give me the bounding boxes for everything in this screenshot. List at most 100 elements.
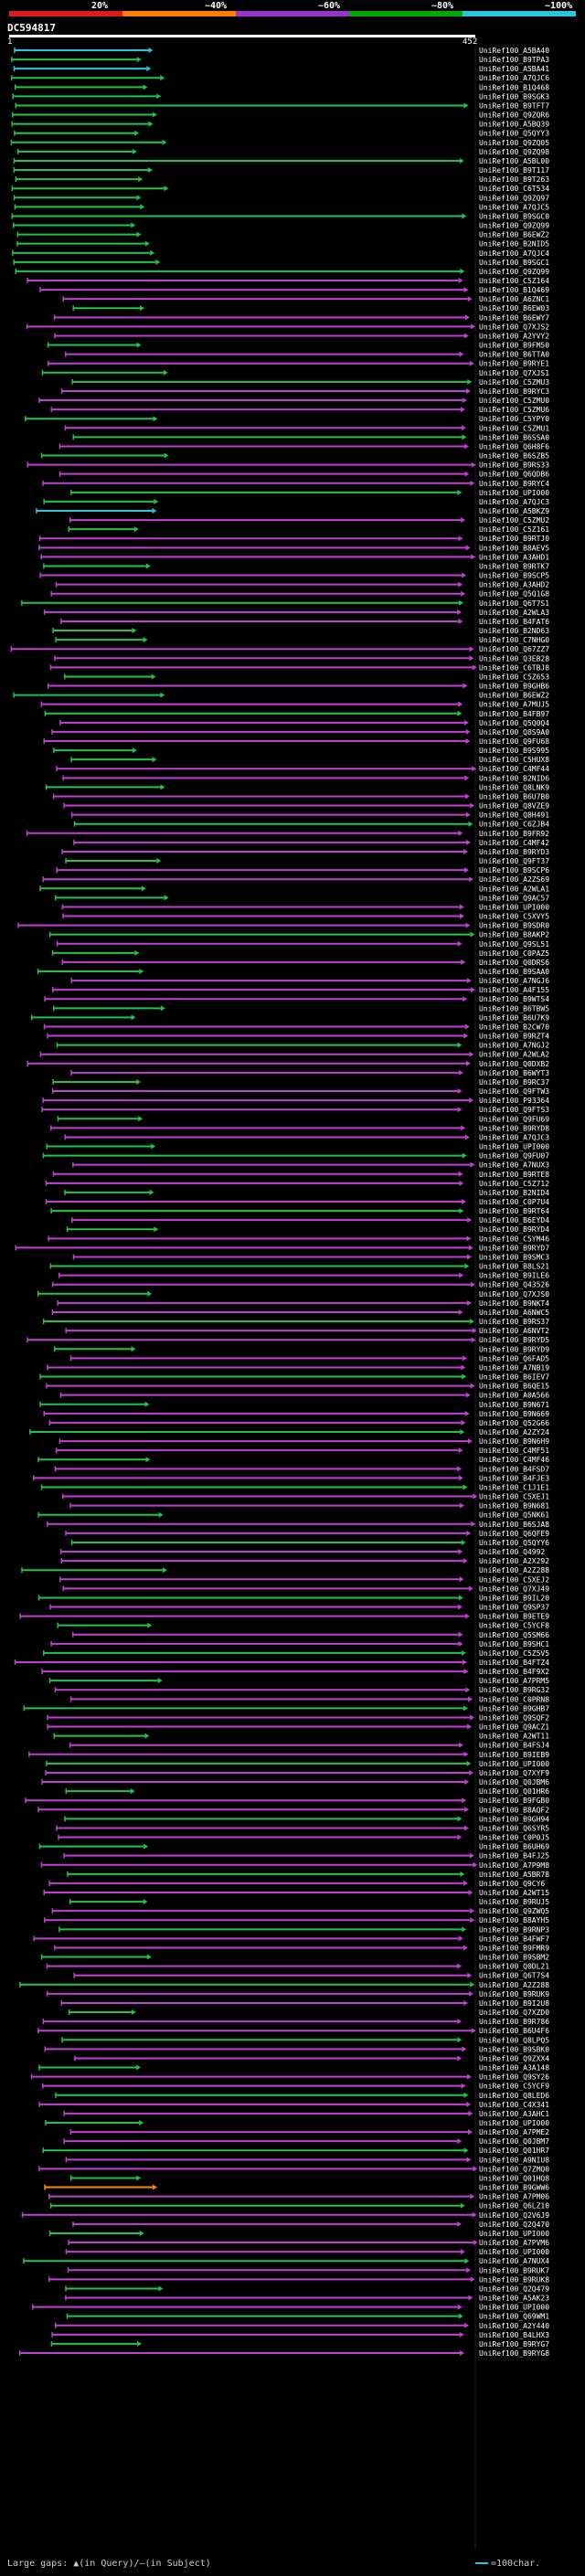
- hit-label[interactable]: UniRef100_Q4992: [479, 1548, 545, 1556]
- hit-label[interactable]: UniRef100_B4FSD7: [479, 1465, 549, 1473]
- hit-label[interactable]: UniRef100_B9S995: [479, 747, 549, 755]
- hit-label[interactable]: UniRef100_P93364: [479, 1097, 549, 1105]
- hit-label[interactable]: UniRef100_B9SCP5: [479, 572, 549, 580]
- hit-label[interactable]: UniRef100_A2WT15: [479, 1889, 549, 1897]
- hit-label[interactable]: UniRef100_B9FM50: [479, 342, 549, 350]
- hit-label[interactable]: UniRef100_C5YPY0: [479, 415, 549, 423]
- hit-label[interactable]: UniRef100_B9SDR0: [479, 922, 549, 930]
- hit-label[interactable]: UniRef100_B4LHX3: [479, 2331, 549, 2339]
- hit-label[interactable]: UniRef100_B9T117: [479, 166, 549, 175]
- hit-label[interactable]: UniRef100_B9R786: [479, 2018, 549, 2026]
- hit-label[interactable]: UniRef100_C5HUX8: [479, 756, 549, 764]
- hit-label[interactable]: UniRef100_B2NID6: [479, 774, 549, 782]
- hit-label[interactable]: UniRef100_A5AK23: [479, 2295, 549, 2303]
- hit-label[interactable]: UniRef100_Q0DRS6: [479, 959, 549, 967]
- hit-label[interactable]: UniRef100_C0PRN8: [479, 1695, 549, 1703]
- hit-label[interactable]: UniRef100_A7QJC4: [479, 249, 549, 258]
- hit-label[interactable]: UniRef100_B6WYT3: [479, 1069, 549, 1077]
- hit-label[interactable]: UniRef100_A7QJC5: [479, 203, 549, 211]
- hit-label[interactable]: UniRef100_C5XEJ2: [479, 1575, 549, 1584]
- hit-label[interactable]: UniRef100_Q9SY26: [479, 2073, 549, 2082]
- hit-label[interactable]: UniRef100_B9ILE6: [479, 1272, 549, 1280]
- hit-label[interactable]: UniRef100_Q9CY6: [479, 1880, 545, 1888]
- hit-label[interactable]: UniRef100_A3AHC1: [479, 2110, 549, 2118]
- hit-label[interactable]: UniRef100_Q6LZ10: [479, 2202, 549, 2210]
- hit-label[interactable]: UniRef100_B4FSJ4: [479, 1742, 549, 1750]
- hit-label[interactable]: UniRef100_Q9FU69: [479, 1115, 549, 1123]
- hit-label[interactable]: UniRef100_B9RYC3: [479, 387, 549, 396]
- hit-label[interactable]: UniRef100_A2Z288: [479, 1981, 549, 1989]
- hit-label[interactable]: UniRef100_A7NGJ6: [479, 977, 549, 985]
- hit-label[interactable]: UniRef100_A5BL00: [479, 157, 549, 165]
- hit-label[interactable]: UniRef100_B9WTS4: [479, 995, 549, 1003]
- hit-label[interactable]: UniRef100_A5BA41: [479, 65, 549, 73]
- hit-label[interactable]: UniRef100_C5ZMU6: [479, 406, 549, 414]
- hit-label[interactable]: UniRef100_B6TTA0: [479, 351, 549, 359]
- hit-label[interactable]: UniRef100_Q01HR7: [479, 2147, 549, 2155]
- hit-label[interactable]: UniRef100_B6SSA0: [479, 433, 549, 441]
- hit-label[interactable]: UniRef100_A0A566: [479, 1392, 549, 1400]
- hit-label[interactable]: UniRef100_Q2Q479: [479, 2284, 549, 2293]
- hit-label[interactable]: UniRef100_B9SGK3: [479, 92, 549, 101]
- hit-label[interactable]: UniRef100_B9RYD8: [479, 1124, 549, 1132]
- hit-label[interactable]: UniRef100_UPI000: [479, 2230, 549, 2238]
- hit-label[interactable]: UniRef100_C5Z161: [479, 525, 549, 534]
- hit-label[interactable]: UniRef100_C5ZMU0: [479, 397, 549, 405]
- hit-label[interactable]: UniRef100_B9TPA3: [479, 56, 549, 64]
- hit-label[interactable]: UniRef100_C5YCF9: [479, 2083, 549, 2091]
- hit-label[interactable]: UniRef100_Q9FU68: [479, 737, 549, 746]
- hit-label[interactable]: UniRef100_C5ZMU3: [479, 378, 549, 387]
- hit-label[interactable]: UniRef100_B9RUK9: [479, 1990, 549, 1998]
- hit-label[interactable]: UniRef100_B2NID5: [479, 240, 549, 249]
- hit-label[interactable]: UniRef100_A7QJC3: [479, 1133, 549, 1141]
- hit-label[interactable]: UniRef100_Q8VZE9: [479, 802, 549, 811]
- hit-label[interactable]: UniRef100_C4MF44: [479, 765, 549, 773]
- hit-label[interactable]: UniRef100_A7PVM6: [479, 2239, 549, 2247]
- hit-label[interactable]: UniRef100_C5Z653: [479, 673, 549, 681]
- hit-label[interactable]: UniRef100_C7NHG0: [479, 636, 549, 644]
- hit-label[interactable]: UniRef100_B9GHB7: [479, 1704, 549, 1712]
- hit-label[interactable]: UniRef100_B4FJE3: [479, 1474, 549, 1482]
- hit-label[interactable]: UniRef100_B6U7B0: [479, 792, 549, 800]
- hit-label[interactable]: UniRef100_B6EWZ2: [479, 692, 549, 700]
- hit-label[interactable]: UniRef100_B9SHC1: [479, 1640, 549, 1648]
- hit-label[interactable]: UniRef100_A7NB19: [479, 1363, 549, 1372]
- hit-label[interactable]: UniRef100_B9SGC0: [479, 212, 549, 220]
- hit-label[interactable]: UniRef100_Q7XJS0: [479, 1290, 549, 1299]
- hit-label[interactable]: UniRef100_C4X341: [479, 2101, 549, 2109]
- hit-label[interactable]: UniRef100_B6EWY7: [479, 313, 549, 322]
- hit-label[interactable]: UniRef100_B6SZB5: [479, 452, 549, 461]
- hit-label[interactable]: UniRef100_Q0JBM6: [479, 1778, 549, 1786]
- hit-label[interactable]: UniRef100_B8AKP2: [479, 931, 549, 939]
- hit-label[interactable]: UniRef100_B6EWZ2: [479, 231, 549, 239]
- hit-label[interactable]: UniRef100_B9RNP3: [479, 1925, 549, 1934]
- hit-label[interactable]: UniRef100_B9RYG7: [479, 2340, 549, 2348]
- hit-label[interactable]: UniRef100_UPI000: [479, 2119, 549, 2127]
- hit-label[interactable]: UniRef100_Q52G66: [479, 1419, 549, 1427]
- hit-label[interactable]: UniRef100_B9RYD9: [479, 1345, 549, 1353]
- hit-label[interactable]: UniRef100_Q6T7S4: [479, 1972, 549, 1980]
- hit-label[interactable]: UniRef100_Q9FT37: [479, 857, 549, 865]
- hit-label[interactable]: UniRef100_B9RTK7: [479, 562, 549, 570]
- hit-label[interactable]: UniRef100_B9GH94: [479, 1815, 549, 1823]
- hit-label[interactable]: UniRef100_B6EYD4: [479, 1216, 549, 1224]
- hit-label[interactable]: UniRef100_B9TFT7: [479, 101, 549, 110]
- hit-label[interactable]: UniRef100_B6EW03: [479, 304, 549, 313]
- hit-label[interactable]: UniRef100_C5XEJ1: [479, 1493, 549, 1501]
- hit-label[interactable]: UniRef100_UPI000: [479, 903, 549, 911]
- hit-label[interactable]: UniRef100_A2WLA1: [479, 885, 549, 893]
- hit-label[interactable]: UniRef100_B9SBK0: [479, 2045, 549, 2053]
- hit-label[interactable]: UniRef100_Q69WM1: [479, 2313, 549, 2321]
- hit-label[interactable]: UniRef100_B2ND63: [479, 627, 549, 635]
- hit-label[interactable]: UniRef100_Q0JBM7: [479, 2137, 549, 2146]
- hit-label[interactable]: UniRef100_B8AEV5: [479, 544, 549, 552]
- hit-label[interactable]: UniRef100_B9ETE9: [479, 1613, 549, 1621]
- hit-label[interactable]: UniRef100_A7P9M8: [479, 1861, 549, 1870]
- hit-label[interactable]: UniRef100_Q9FTW3: [479, 1087, 549, 1096]
- hit-label[interactable]: UniRef100_Q9ZWQ5: [479, 1907, 549, 1915]
- hit-label[interactable]: UniRef100_B9RS37: [479, 1318, 549, 1326]
- hit-label[interactable]: UniRef100_C5ZMU2: [479, 516, 549, 525]
- hit-label[interactable]: UniRef100_B4FAT6: [479, 618, 549, 626]
- hit-label[interactable]: UniRef100_Q5NK61: [479, 1511, 549, 1520]
- hit-label[interactable]: UniRef100_A7PM06: [479, 2193, 549, 2201]
